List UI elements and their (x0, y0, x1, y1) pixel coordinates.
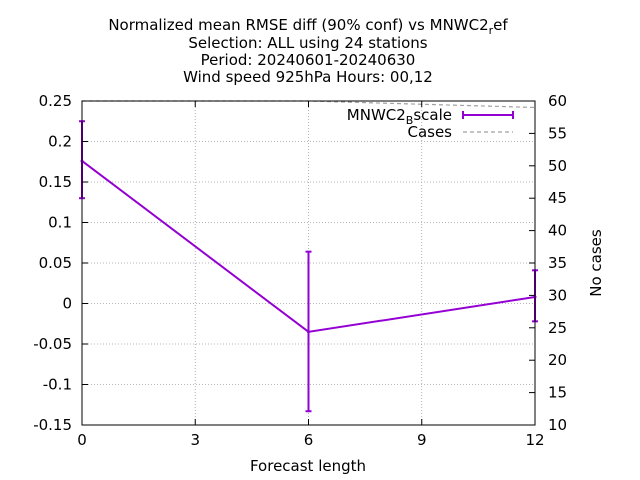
x-tick-label: 6 (304, 431, 314, 449)
y-tick-label: 0.2 (48, 133, 72, 151)
y2-tick-label: 55 (548, 124, 567, 142)
y-tick-label: -0.05 (33, 335, 72, 353)
title-line-2: Selection: ALL using 24 stations (188, 34, 427, 52)
axis-ticks: 0.250.20.150.10.050-0.05-0.1-0.156055504… (33, 92, 567, 449)
title-line-4: Wind speed 925hPa Hours: 00,12 (183, 68, 433, 86)
y-tick-label: 0.25 (39, 92, 72, 110)
y-tick-label: 0 (62, 295, 72, 313)
x-tick-label: 3 (190, 431, 200, 449)
legend-label-main-series: MNWC2Bscale (347, 106, 452, 127)
y2-tick-label: 25 (548, 319, 567, 337)
y-tick-label: -0.15 (33, 416, 72, 434)
y2-tick-label: 35 (548, 254, 567, 272)
plot-series (79, 100, 538, 413)
y-tick-label: 0.15 (39, 173, 72, 191)
data-point (307, 330, 310, 334)
y2-tick-label: 30 (548, 286, 567, 304)
y-tick-label: 0.1 (48, 214, 72, 232)
y2-tick-label: 15 (548, 384, 567, 402)
legend-swatch-main-series (462, 111, 514, 119)
title-line-1: Normalized mean RMSE diff (90% conf) vs … (108, 16, 508, 37)
x-tick-label: 12 (525, 431, 544, 449)
x-tick-label: 0 (77, 431, 87, 449)
chart-title: Normalized mean RMSE diff (90% conf) vs … (108, 16, 508, 86)
grid (82, 101, 535, 425)
y-tick-label: -0.1 (43, 376, 72, 394)
y2-tick-label: 40 (548, 222, 567, 240)
y2-tick-label: 20 (548, 351, 567, 369)
y-tick-label: 0.05 (39, 254, 72, 272)
x-tick-label: 9 (417, 431, 427, 449)
y2-tick-label: 45 (548, 189, 567, 207)
legend: MNWC2Bscale Cases (347, 106, 514, 141)
title-line-3: Period: 20240601-20240630 (201, 51, 416, 69)
y2-axis-label: No cases (587, 229, 605, 297)
y2-tick-label: 50 (548, 157, 567, 175)
x-axis-label: Forecast length (250, 457, 366, 475)
y2-tick-label: 60 (548, 92, 567, 110)
legend-label-cases: Cases (407, 123, 452, 141)
y2-tick-label: 10 (548, 416, 567, 434)
